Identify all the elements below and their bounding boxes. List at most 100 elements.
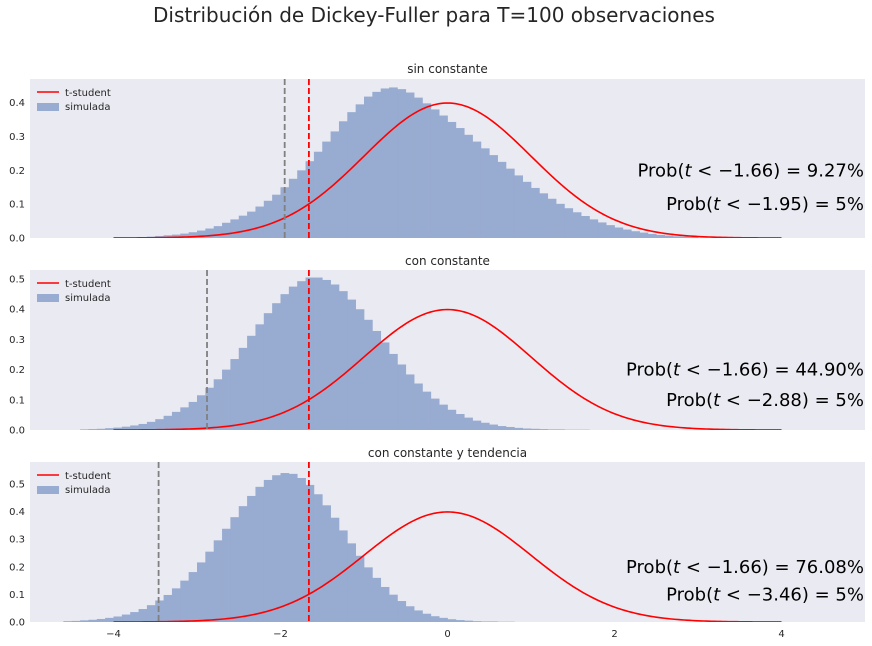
probability-annotation: Prob(t < −3.46) = 5%: [666, 584, 864, 605]
histogram-bar: [180, 233, 189, 238]
x-tick-label: 2: [611, 629, 617, 640]
histogram-bar: [322, 279, 331, 430]
histogram-bar: [205, 551, 215, 622]
y-tick-label: 0.3: [9, 535, 25, 546]
histogram-bar: [288, 178, 298, 238]
histogram-bar: [105, 617, 114, 622]
histogram-bar: [397, 601, 407, 622]
histogram-bar: [263, 200, 273, 238]
histogram-bar: [155, 419, 164, 430]
histogram-bar: [197, 395, 206, 430]
pdf-line: [113, 511, 782, 622]
histogram-bar: [305, 277, 315, 430]
legend-label: simulada: [65, 102, 110, 113]
y-tick-label: 0.4: [9, 98, 25, 109]
histogram-bar: [255, 324, 265, 430]
histogram-bar: [531, 187, 540, 238]
histogram-bar: [364, 567, 373, 622]
histogram-bar: [439, 617, 448, 622]
histogram-bar: [263, 313, 273, 430]
histogram-bar: [505, 426, 515, 430]
histogram-bar: [255, 206, 265, 238]
histogram-bar: [422, 391, 432, 430]
histogram-bar: [96, 618, 106, 622]
histogram-bar: [647, 233, 657, 238]
histogram-bar: [514, 427, 523, 430]
histogram-bar: [297, 170, 306, 238]
histogram-bar: [405, 606, 415, 622]
histogram-bar: [480, 148, 490, 238]
histogram-bar: [71, 620, 81, 622]
histogram-bar: [330, 284, 340, 430]
histogram-bar: [397, 89, 407, 238]
histogram-bar: [364, 319, 373, 430]
probability-annotation: Prob(t < −1.66) = 9.27%: [637, 160, 864, 181]
y-tick-label: 0.2: [9, 562, 25, 573]
histogram-bar: [622, 229, 632, 238]
histogram-bar: [330, 517, 340, 622]
histogram-bar: [146, 605, 156, 622]
histogram-bar: [472, 621, 482, 622]
histogram-bar: [389, 353, 398, 430]
probability-annotation: Prob(t < −1.66) = 76.08%: [626, 557, 864, 578]
legend: t-student simulada: [37, 88, 111, 113]
histogram-bar: [205, 228, 215, 238]
histogram-bar: [539, 429, 549, 430]
histogram-bar: [455, 414, 465, 430]
y-tick-label: 0.0: [9, 426, 25, 437]
legend-label: t-student: [65, 471, 111, 482]
histogram-bar: [297, 478, 306, 622]
histogram-bar: [639, 232, 649, 238]
x-tick-label: 0: [444, 629, 450, 640]
histogram-bar: [171, 588, 181, 622]
figure-title: Distribución de Dickey-Fuller para T=100…: [153, 3, 715, 27]
histogram-bar: [372, 577, 382, 622]
plot-marks: [80, 270, 782, 430]
histogram-bar: [121, 426, 131, 430]
histogram-bar: [606, 225, 615, 238]
histogram-bar: [414, 97, 423, 238]
histogram-bar: [280, 187, 290, 238]
legend: t-student simulada: [37, 471, 111, 496]
probability-annotation: Prob(t < −1.95) = 5%: [666, 194, 864, 215]
y-tick-label: 0.0: [9, 234, 25, 245]
histogram-bar: [280, 294, 290, 430]
histogram-bar: [138, 423, 148, 430]
histogram-bar: [539, 193, 549, 238]
histogram-bar: [96, 428, 106, 430]
histogram-bar: [297, 281, 306, 430]
histogram-bar: [313, 277, 323, 430]
histogram-bar: [338, 530, 348, 622]
histogram-bar: [472, 420, 482, 430]
y-tick-label: 0.5: [9, 480, 25, 491]
histogram-bar: [497, 161, 507, 238]
histogram-bar: [238, 506, 248, 622]
histogram-bar: [447, 619, 457, 622]
histogram-bar: [439, 404, 448, 430]
y-tick-label: 0.2: [9, 166, 25, 177]
x-tick-label: −2: [273, 629, 288, 640]
y-tick-label: 0.5: [9, 275, 25, 286]
histogram-bar: [188, 572, 198, 622]
probability-annotation: Prob(t < −1.66) = 44.90%: [626, 360, 864, 381]
legend-label: simulada: [65, 485, 110, 496]
histogram-bar: [397, 364, 407, 430]
histogram-bar: [113, 616, 123, 622]
legend-label: simulada: [65, 293, 110, 304]
y-tick-label: 0.1: [9, 395, 25, 406]
histogram-bar: [163, 235, 173, 238]
y-tick-label: 0.1: [9, 200, 25, 211]
histogram-bar: [430, 109, 440, 238]
histogram-bar: [255, 486, 265, 622]
legend-patch-swatch: [37, 294, 59, 302]
histogram-bar: [514, 175, 523, 238]
legend-patch-swatch: [37, 486, 59, 494]
legend-patch-swatch: [37, 103, 59, 111]
histogram-bar: [489, 155, 498, 238]
histogram-bar: [222, 528, 231, 622]
histogram-bar: [213, 226, 223, 238]
histogram-bar: [197, 562, 206, 622]
histogram-bar: [472, 141, 482, 238]
histogram-bar: [163, 415, 173, 430]
histogram-bar: [238, 347, 248, 430]
